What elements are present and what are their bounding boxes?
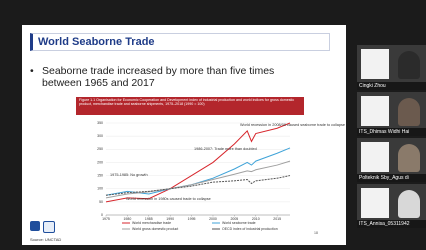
video-tile[interactable]: Cingki Zhou xyxy=(357,45,426,90)
annotation: World recession in 2008/09 caused seabor… xyxy=(240,123,345,127)
y-tick-label: 200 xyxy=(97,160,103,164)
participant-name: ITS_Annisa_05311942 xyxy=(357,220,426,228)
participant-name: ITS_Dhimas Widhi Hai xyxy=(357,128,426,136)
annotation: 1975-1985: No growth xyxy=(110,173,148,177)
participant-name: Cingki Zhou xyxy=(357,82,426,90)
y-tick-label: 350 xyxy=(97,121,103,125)
x-tick-label: 1975 xyxy=(102,217,110,221)
annotation: World recession in 1980s caused trade to… xyxy=(126,197,211,201)
y-tick-label: 150 xyxy=(97,173,103,177)
screen: World Seaborne Trade • Seaborne trade in… xyxy=(0,0,426,250)
video-tile[interactable]: ITS_Dhimas Widhi Hai xyxy=(357,92,426,136)
y-tick-label: 300 xyxy=(97,134,103,138)
x-tick-label: 1995 xyxy=(188,217,196,221)
y-tick-label: 50 xyxy=(99,200,103,204)
legend-label: OECD index of industrial production xyxy=(222,227,278,231)
annotation: 1986-2007: Trade more than doubled xyxy=(194,147,257,151)
video-tile[interactable]: ITS_Annisa_05311942 xyxy=(357,184,426,228)
y-tick-label: 100 xyxy=(97,187,103,191)
x-tick-label: 1980 xyxy=(123,217,131,221)
x-tick-label: 2015 xyxy=(273,217,281,221)
legend-label: World merchandise trade xyxy=(132,221,171,225)
y-tick-label: 250 xyxy=(97,147,103,151)
legend-label: World gross domestic product xyxy=(132,227,178,231)
x-tick-label: 2000 xyxy=(209,217,217,221)
video-tile[interactable]: Polteknik Sby_Agus di xyxy=(357,138,426,182)
series-line xyxy=(106,176,290,196)
legend-label: World seaborne trade xyxy=(222,221,256,225)
participant-name: Polteknik Sby_Agus di xyxy=(357,174,426,182)
